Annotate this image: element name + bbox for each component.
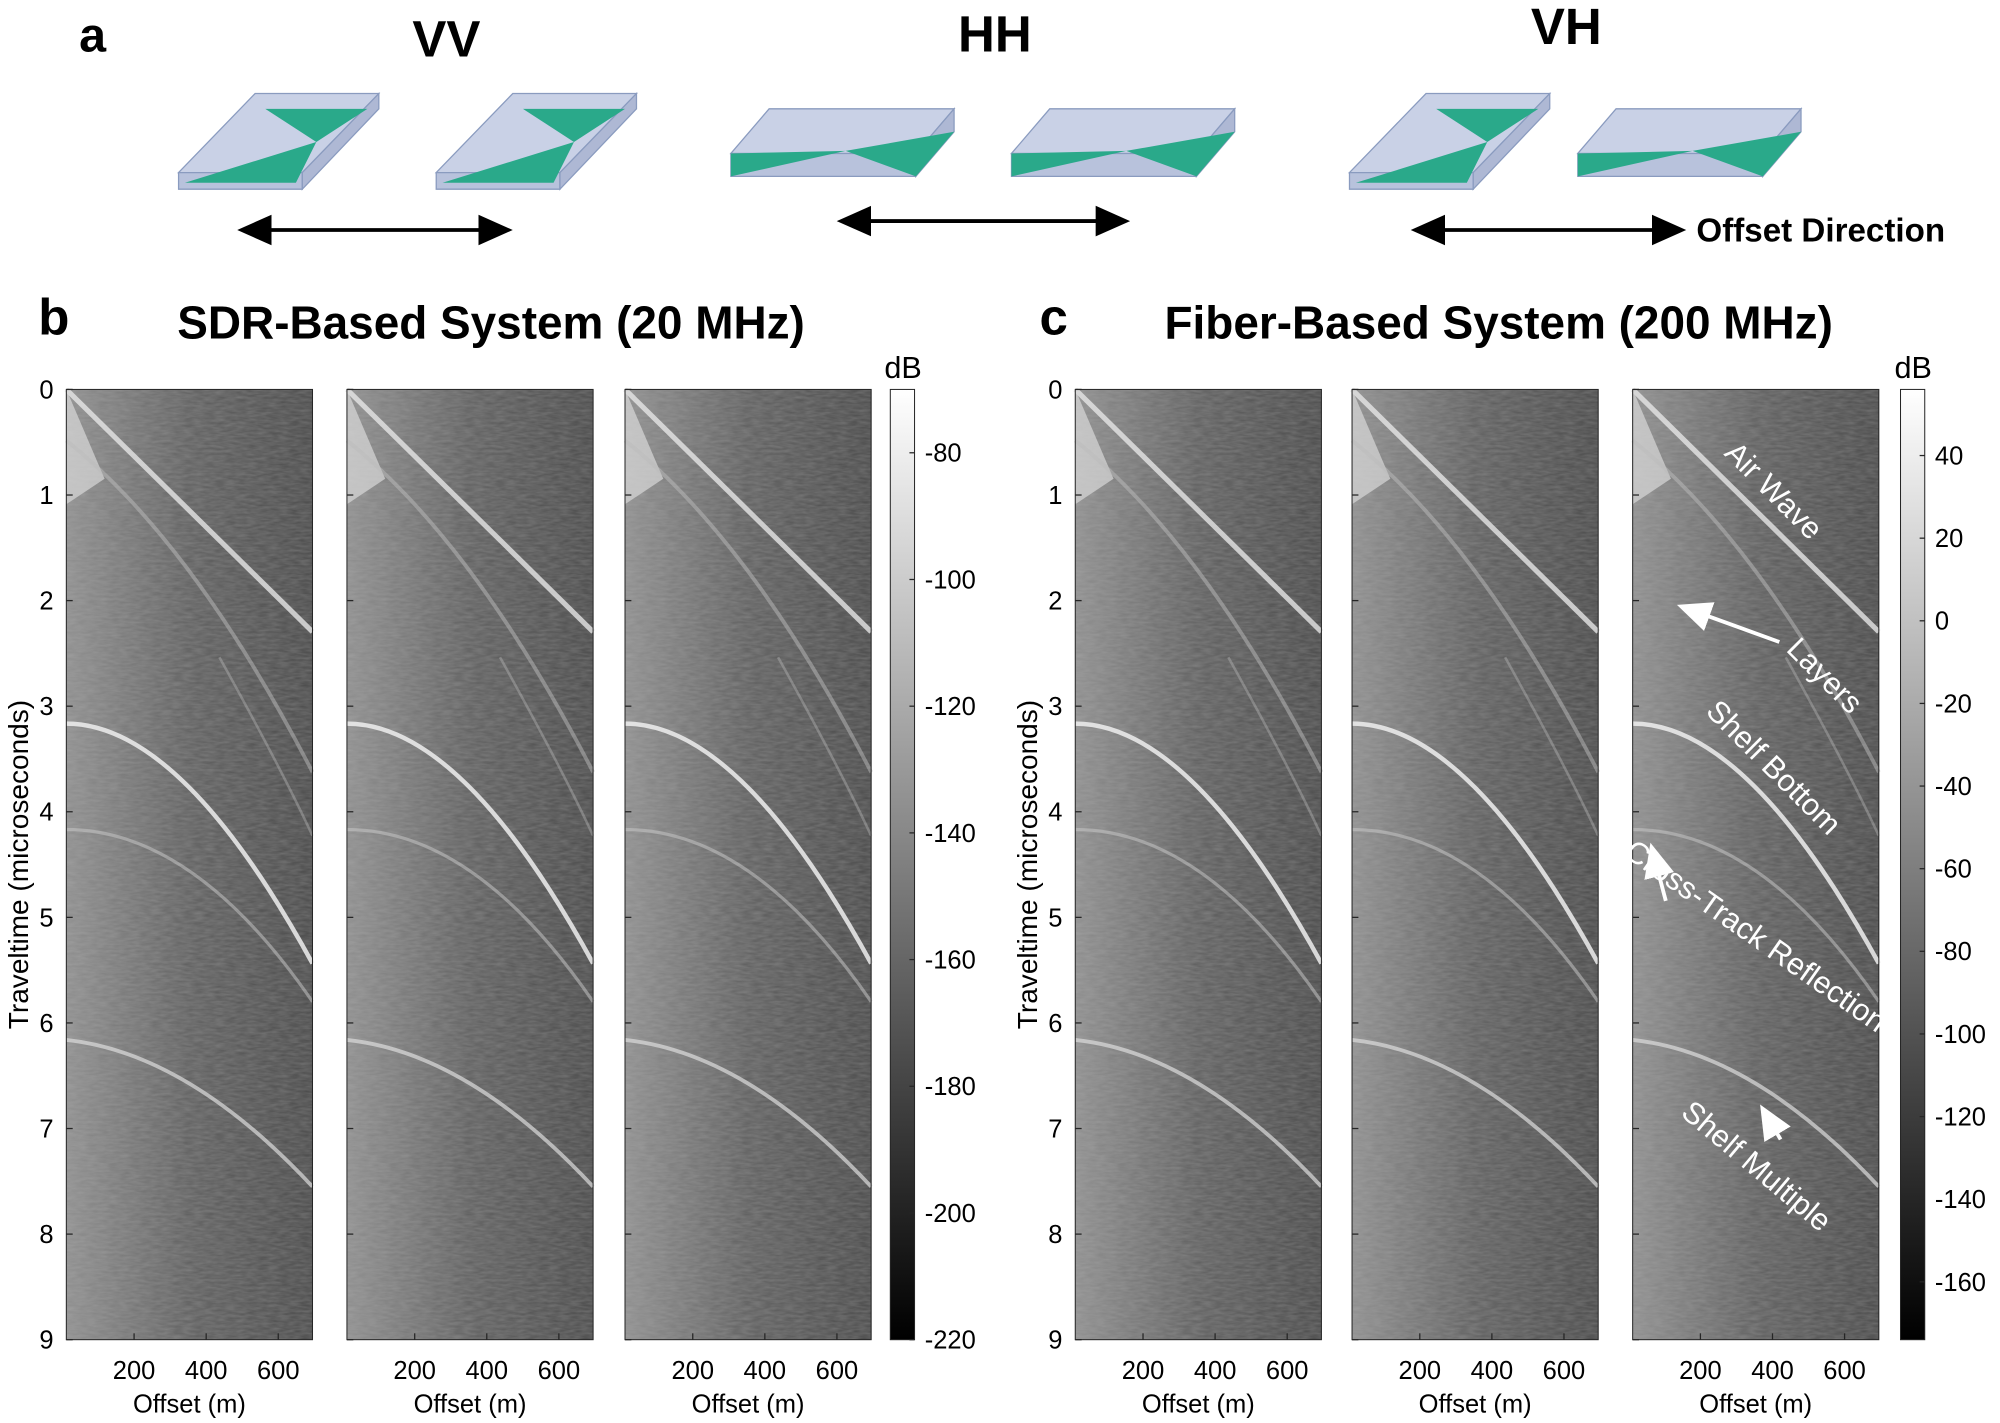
mode-label: VV — [412, 11, 480, 68]
colorbar-tick-label: -140 — [1935, 1186, 1986, 1214]
y-tick-label: 0 — [1048, 376, 1062, 404]
colorbar-tick-label: 40 — [1935, 442, 1963, 470]
x-tick-label: 400 — [744, 1357, 787, 1385]
offset-arrows — [237, 205, 1687, 246]
axes-frame — [1351, 388, 1599, 1341]
axes-frame — [346, 388, 594, 1341]
plots: b SDR-Based System (20 MHz) Traveltime (mi… — [3, 289, 1986, 1419]
x-axis-label: Offset (m) — [1419, 1390, 1532, 1418]
colorbar-tick-label: -80 — [925, 440, 962, 468]
y-tick-label: 0 — [39, 376, 53, 404]
y-axis-label: Traveltime (microseconds) — [3, 700, 34, 1029]
y-tick-label: 8 — [1048, 1221, 1062, 1249]
y-tick-label: 4 — [1048, 799, 1062, 827]
antenna-diagrams — [177, 91, 1803, 191]
x-tick-label: 200 — [113, 1357, 156, 1385]
panel-label: b — [38, 289, 69, 346]
mode-label: HH — [958, 5, 1032, 62]
x-tick-label: 400 — [185, 1357, 228, 1385]
x-axis-label: Offset (m) — [1142, 1390, 1255, 1418]
radargram-image — [1075, 389, 1321, 1339]
y-tick-label: 2 — [39, 588, 53, 616]
x-tick-label: 200 — [671, 1357, 714, 1385]
x-tick-label: 400 — [466, 1357, 509, 1385]
colorbar-tick-label: -80 — [1935, 938, 1972, 966]
y-tick-label: 6 — [1048, 1010, 1062, 1038]
colorbar-tick-label: -160 — [1935, 1269, 1986, 1297]
chart-title: Fiber-Based System (200 MHz) — [1165, 296, 1833, 348]
y-tick-label: 6 — [39, 1010, 53, 1038]
radargram-image — [66, 389, 312, 1339]
x-tick-label: 200 — [1679, 1357, 1722, 1385]
colorbar-tick-label: -160 — [925, 947, 976, 975]
x-axis-label: Offset (m) — [692, 1390, 805, 1418]
radargram-image — [625, 389, 871, 1339]
y-tick-label: 1 — [1048, 482, 1062, 510]
mode-label: VH — [1531, 0, 1602, 55]
x-tick-label: 400 — [1751, 1357, 1794, 1385]
x-axis-label: Offset (m) — [1699, 1390, 1812, 1418]
x-tick-label: 600 — [1543, 1357, 1586, 1385]
radargram-image — [347, 389, 593, 1339]
colorbar-tick-label: -180 — [925, 1073, 976, 1101]
y-tick-label: 2 — [1048, 588, 1062, 616]
colorbar — [1900, 388, 1926, 1341]
x-tick-label: 200 — [1122, 1357, 1165, 1385]
x-axis-label: Offset (m) — [133, 1390, 246, 1418]
colorbar-tick-label: -60 — [1935, 856, 1972, 884]
x-tick-label: 600 — [538, 1357, 581, 1385]
colorbar-tick-label: -100 — [1935, 1021, 1986, 1049]
panel-label: a — [79, 8, 107, 62]
y-tick-label: 5 — [1048, 904, 1062, 932]
x-tick-label: 600 — [1266, 1357, 1309, 1385]
y-tick-label: 7 — [39, 1115, 53, 1143]
y-axis-label: Traveltime (microseconds) — [1012, 700, 1043, 1029]
axes-frame — [65, 388, 314, 1341]
colorbar-tick-label: -40 — [1935, 773, 1972, 801]
y-tick-label: 3 — [39, 693, 53, 721]
colorbar-tick-label: 0 — [1935, 608, 1949, 636]
colorbar — [889, 388, 916, 1341]
colorbar-tick-label: 20 — [1935, 525, 1963, 553]
y-tick-label: 5 — [39, 904, 53, 932]
axes-frame — [1074, 388, 1322, 1341]
x-tick-label: 200 — [1399, 1357, 1442, 1385]
axes-frame — [624, 388, 872, 1341]
y-tick-label: 9 — [39, 1327, 53, 1355]
x-tick-label: 600 — [1823, 1357, 1866, 1385]
x-tick-label: 600 — [816, 1357, 859, 1385]
x-tick-label: 200 — [393, 1357, 436, 1385]
x-axis-label: Offset (m) — [414, 1390, 527, 1418]
axes-frame — [1632, 388, 1880, 1341]
y-tick-label: 1 — [39, 482, 53, 510]
colorbar-tick-label: -120 — [1935, 1104, 1986, 1132]
colorbar-tick-label: -200 — [925, 1200, 976, 1228]
chart-title: SDR-Based System (20 MHz) — [177, 296, 805, 348]
x-tick-label: 600 — [257, 1357, 300, 1385]
y-tick-label: 9 — [1048, 1327, 1062, 1355]
y-tick-label: 3 — [1048, 693, 1062, 721]
offset-direction-label: Offset Direction — [1696, 212, 1945, 249]
annotation-arrows — [1644, 602, 1791, 1143]
radargram-image — [1352, 389, 1598, 1339]
panel-label: c — [1040, 289, 1068, 346]
x-tick-label: 400 — [1471, 1357, 1514, 1385]
y-tick-label: 4 — [39, 799, 53, 827]
colorbar-tick-label: -20 — [1935, 690, 1972, 718]
colorbar-tick-label: -220 — [925, 1327, 976, 1355]
colorbar-tick-label: -140 — [925, 820, 976, 848]
colorbar-tick-label: -120 — [925, 693, 976, 721]
x-tick-label: 400 — [1194, 1357, 1237, 1385]
colorbar-tick-label: -100 — [925, 566, 976, 594]
y-tick-label: 8 — [39, 1221, 53, 1249]
colorbar-label: dB — [884, 351, 921, 385]
y-tick-label: 7 — [1048, 1115, 1062, 1143]
colorbar-label: dB — [1895, 351, 1932, 385]
